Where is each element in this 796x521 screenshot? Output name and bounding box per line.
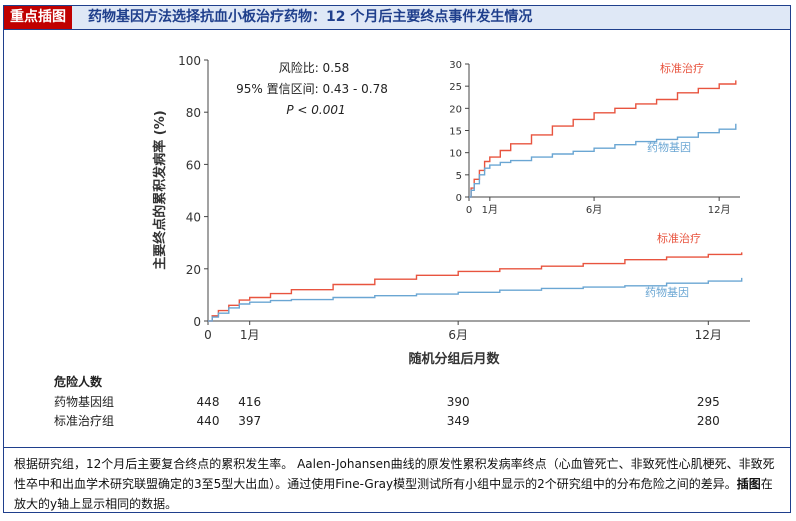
main-xtick-label: 12月 [695,328,722,342]
inset-xtick-label: 1月 [482,204,498,216]
title-bar: 重点插图 药物基因方法选择抗血小板治疗药物：12 个月后主要终点事件发生情况 [4,6,790,30]
inset-ytick-label: 20 [449,104,462,115]
main-label-genotype: 药物基因 [645,285,689,299]
main-xtick-label: 1月 [240,328,260,342]
hazard-ratio: 风险比: 0.58 [279,60,350,75]
main-ytick-label: 40 [186,211,201,225]
main-xtick-label: 6月 [448,328,468,342]
risk-value: 440 [197,414,220,428]
risk-title: 危险人数 [53,374,103,389]
main-ytick-label: 100 [178,54,201,68]
main-series-line-standard [208,252,743,322]
risk-value: 295 [697,395,720,409]
title-tag: 重点插图 [4,6,72,29]
risk-row-label: 药物基因组 [54,395,114,409]
risk-value: 416 [238,395,261,409]
figure-title: 药物基因方法选择抗血小板治疗药物：12 个月后主要终点事件发生情况 [88,9,533,25]
confidence-interval: 95% 置信区间: 0.43 - 0.78 [236,82,388,96]
caption-bold: 插图 [736,477,761,491]
inset-label-genotype: 药物基因 [647,140,691,154]
inset-label-standard: 标准治疗 [660,61,704,75]
main-ylabel: 主要终点的累积发病率 (%) [152,110,168,269]
risk-value: 280 [697,414,720,428]
risk-value: 349 [447,414,470,428]
inset-ytick-label: 15 [449,127,462,138]
caption: 根据研究组，12个月后主要复合终点的累积发生率。 Aalen-Johansen曲… [4,447,790,513]
inset-series-line-standard [469,80,737,198]
main-ytick-label: 0 [193,315,201,329]
main-series-line-genotype [208,277,743,322]
inset-ytick-label: 0 [456,193,462,204]
inset-xtick-label: 0 [466,205,472,216]
inset-ytick-label: 5 [456,171,462,182]
main-ytick-label: 60 [186,158,201,172]
inset-xtick-label: 12月 [708,204,731,216]
risk-row-label: 标准治疗组 [54,414,114,428]
risk-value: 390 [447,395,470,409]
risk-value: 397 [238,414,261,428]
main-ytick-label: 80 [186,106,201,120]
inset-ytick-label: 25 [449,82,462,93]
inset-series-line-genotype [469,123,737,198]
inset-ytick-label: 10 [449,149,462,160]
caption-text-2: 在放大的y轴上显示相同的数据。 [14,477,773,511]
p-value: P < 0.001 [286,103,345,117]
main-ytick-label: 20 [186,263,201,277]
figure-frame: 重点插图 药物基因方法选择抗血小板治疗药物：12 个月后主要终点事件发生情况 0… [3,5,791,513]
main-label-standard: 标准治疗 [657,231,701,245]
main-xlabel: 随机分组后月数 [408,351,500,367]
main-xtick-label: 0 [204,328,212,342]
inset-ytick-label: 30 [449,60,462,71]
caption-text: 根据研究组，12个月后主要复合终点的累积发生率。 Aalen-Johansen曲… [14,457,775,491]
risk-value: 448 [197,395,220,409]
inset-xtick-label: 6月 [586,204,602,216]
